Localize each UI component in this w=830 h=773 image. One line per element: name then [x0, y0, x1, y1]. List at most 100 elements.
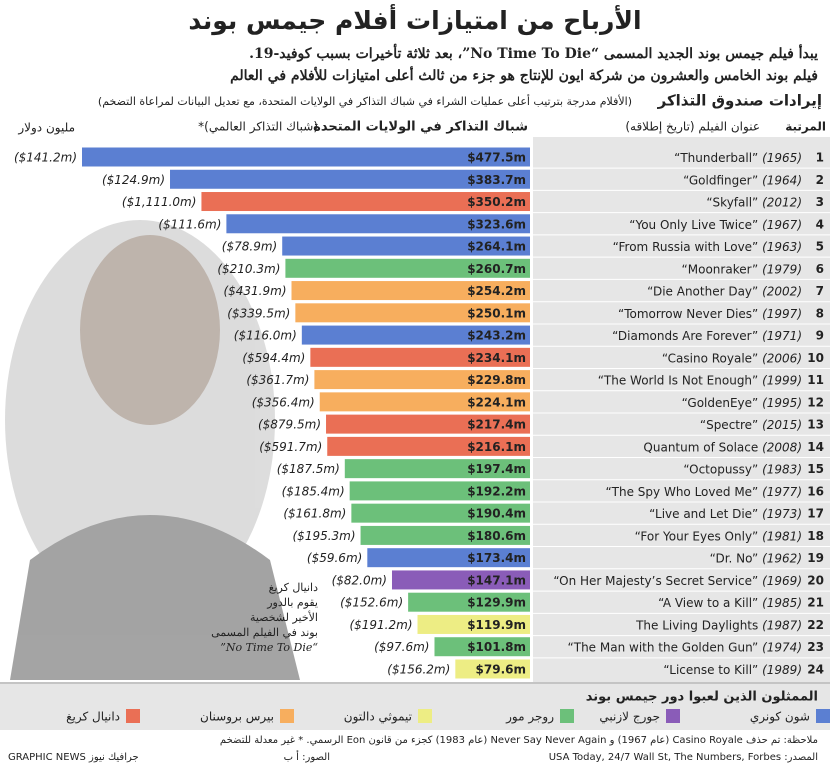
film-name: “Casino Royale”	[662, 351, 758, 365]
section-note: (الأفلام مدرجة بترتيب أعلى عمليات الشراء…	[98, 94, 632, 108]
value-label: $197.4m	[467, 462, 526, 476]
value-label: $190.4m	[467, 507, 526, 521]
legend-swatch	[418, 709, 432, 723]
film-name: “Tomorrow Never Dies”	[618, 306, 758, 320]
legend-swatch	[280, 709, 294, 723]
worldwide-label: ($161.8m)	[283, 507, 346, 521]
film-name: “Diamonds Are Forever”	[612, 329, 758, 343]
worldwide-label: ($195.3m)	[293, 529, 356, 543]
value-label: $323.6m	[467, 217, 526, 231]
film-name: “For Your Eyes Only”	[635, 529, 759, 543]
rank: 2	[816, 173, 824, 187]
film-name: “Spectre”	[700, 418, 758, 432]
value-label: $477.5m	[467, 151, 526, 165]
value-label: $180.6m	[467, 529, 526, 543]
film-title: “The Man with the Golden Gun” (1974)	[568, 640, 802, 654]
value-header: شباك التذاكر في الولايات المتحدة	[313, 120, 528, 135]
value-label: $224.1m	[467, 395, 526, 409]
bar	[285, 258, 530, 278]
subtitle: فيلم بوند الخامس والعشرون من شركة ايون ل…	[230, 65, 818, 85]
rank: 11	[807, 373, 824, 387]
bar	[319, 392, 530, 412]
film-title: “The World Is Not Enough” (1999)	[598, 373, 802, 387]
bar	[344, 459, 530, 479]
film-name: “GoldenEye”	[682, 395, 759, 409]
film-year: (2006)	[762, 351, 802, 365]
rank-header: المرتبة	[785, 120, 826, 134]
value-label: $192.2m	[467, 484, 526, 498]
film-title: Quantum of Solace (2008)	[643, 440, 802, 454]
value-label: $147.1m	[467, 573, 526, 587]
film-year: (1974)	[762, 640, 802, 654]
worldwide-label: ($879.5m)	[258, 418, 321, 432]
film-name: “Moonraker”	[682, 262, 759, 276]
rank: 3	[816, 195, 824, 209]
film-title: “License to Kill” (1989)	[663, 662, 802, 676]
worldwide-label: ($78.9m)	[222, 240, 277, 254]
value-label: $229.8m	[467, 373, 526, 387]
film-name: “You Only Live Twice”	[629, 217, 758, 231]
rank: 4	[816, 217, 824, 231]
annotation: الأخير لشخصية	[250, 610, 318, 624]
photo-credit: الصور: أ ب	[284, 750, 330, 763]
film-title: “Casino Royale” (2006)	[662, 351, 802, 365]
rank: 15	[807, 462, 824, 476]
film-name: “Goldfinger”	[683, 173, 758, 187]
film-year: (1989)	[762, 662, 802, 676]
bar	[327, 436, 530, 456]
value-label: $350.2m	[467, 195, 526, 209]
value-label: $234.1m	[467, 351, 526, 365]
film-year: (1969)	[762, 573, 802, 587]
film-name: “Octopussy”	[683, 462, 758, 476]
worldwide-label: ($124.9m)	[102, 173, 165, 187]
film-title: The Living Daylights (1987)	[635, 618, 802, 632]
film-year: (1981)	[762, 529, 802, 543]
film-year: (1979)	[762, 262, 802, 276]
film-title: “Spectre” (2015)	[700, 418, 802, 432]
worldwide-label: ($594.4m)	[242, 351, 305, 365]
worldwide-label: ($97.6m)	[374, 640, 429, 654]
worldwide-label: ($111.6m)	[158, 217, 221, 231]
rank: 13	[807, 418, 824, 432]
value-label: $119.9m	[467, 618, 526, 632]
value-label: $254.2m	[467, 284, 526, 298]
rank: 17	[807, 507, 824, 521]
film-year: (1964)	[762, 173, 802, 187]
bar	[417, 614, 530, 634]
annotation: يقوم بالدور	[266, 596, 318, 609]
worldwide-label: ($191.2m)	[349, 618, 412, 632]
bar	[82, 147, 530, 167]
bar	[301, 325, 530, 345]
bar	[391, 570, 530, 590]
worldwide-label: ($210.3m)	[217, 262, 280, 276]
source: المصدر: USA Today, 24/7 Wall St, The Num…	[549, 752, 818, 763]
film-name: “Live and Let Die”	[649, 507, 758, 521]
worldwide-label: ($356.4m)	[252, 395, 315, 409]
bar	[326, 414, 530, 434]
film-title: “You Only Live Twice” (1967)	[629, 217, 802, 231]
credit: GRAPHIC NEWS جرافيك نيوز	[8, 752, 139, 763]
film-year: (1965)	[762, 151, 802, 165]
rank: 6	[816, 262, 824, 276]
worldwide-label: ($339.5m)	[227, 306, 290, 320]
worldwide-label: ($141.2m)	[14, 151, 77, 165]
film-year: (2002)	[762, 284, 802, 298]
bar	[367, 548, 530, 568]
value-label: $79.6m	[476, 662, 526, 676]
film-title: “Live and Let Die” (1973)	[649, 507, 802, 521]
film-name: “A View to a Kill”	[658, 596, 758, 610]
film-name: The Living Daylights	[635, 618, 758, 632]
bar	[360, 525, 530, 545]
film-title: “Diamonds Are Forever” (1971)	[612, 329, 802, 343]
rank: 9	[816, 329, 824, 343]
chart-title: الأرباح من امتيازات أفلام جيمس بوند	[188, 4, 641, 36]
worldwide-label: ($59.6m)	[307, 551, 362, 565]
value-label: $243.2m	[467, 329, 526, 343]
unit: مليون دولار	[17, 121, 75, 136]
bar	[408, 592, 530, 612]
film-name: “The World Is Not Enough”	[598, 373, 759, 387]
bar	[226, 214, 531, 234]
film-title: “Skyfall” (2012)	[706, 195, 802, 209]
note: ملاحظة: تم حذف Casino Royale (عام 1967) …	[220, 735, 818, 746]
